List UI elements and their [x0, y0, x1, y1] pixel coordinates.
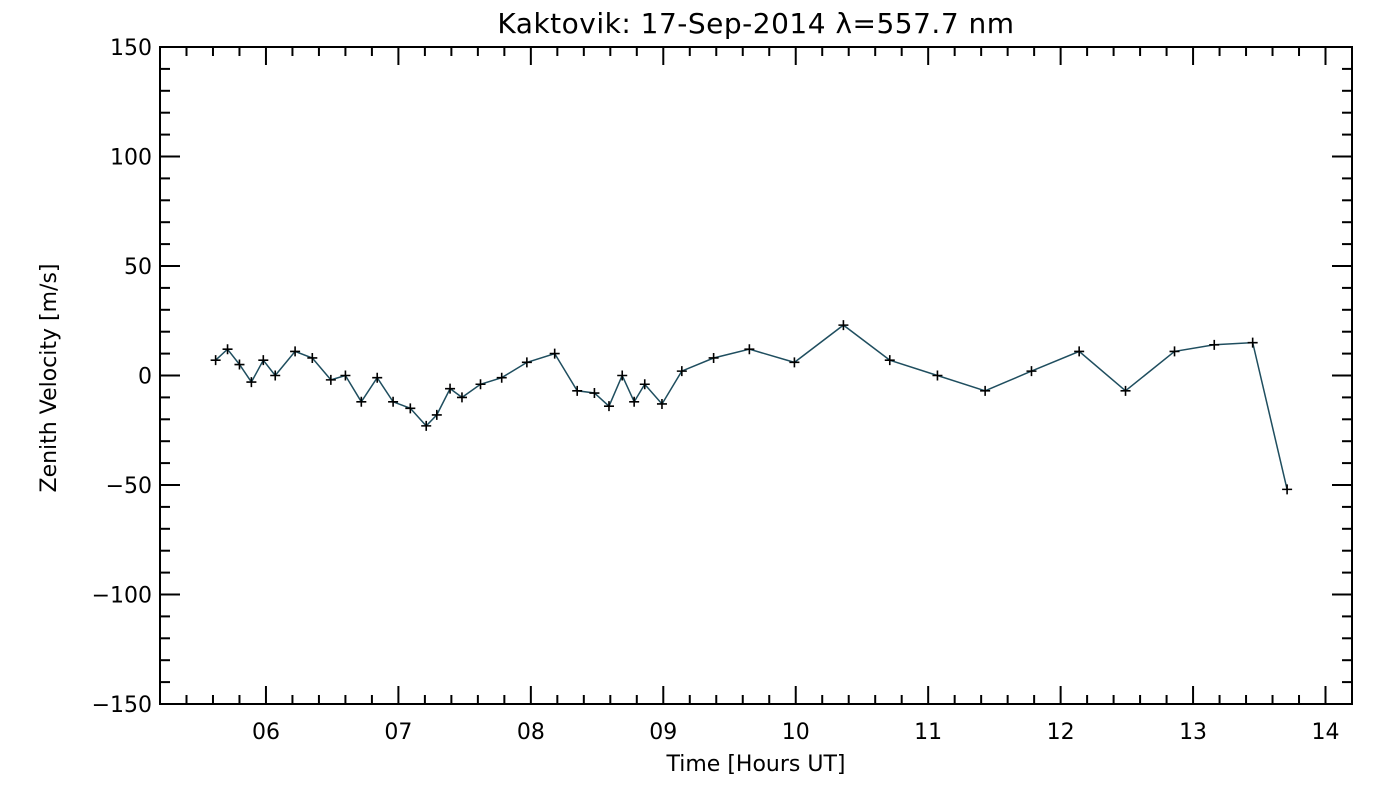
x-tick-label: 14	[1312, 720, 1340, 745]
data-point	[744, 344, 755, 355]
data-point	[1247, 337, 1258, 348]
data-point	[290, 346, 301, 357]
x-tick-label: 10	[782, 720, 810, 745]
x-tick-label: 12	[1047, 720, 1075, 745]
data-point	[475, 379, 486, 390]
y-tick-label: 150	[110, 36, 152, 61]
data-point	[1120, 385, 1131, 396]
data-point	[421, 420, 432, 431]
data-point	[572, 385, 583, 396]
data-point	[445, 383, 456, 394]
data-point	[210, 355, 221, 366]
data-point	[388, 396, 399, 407]
y-tick-label: 50	[124, 255, 152, 280]
y-tick-label: 0	[138, 365, 152, 390]
y-axis-label: Zenith Velocity [m/s]	[37, 264, 62, 493]
data-point	[340, 370, 351, 381]
y-tick-label: −50	[106, 474, 152, 499]
plot-area: 06 07 08 09 10 11 12 13 14 −150 −100 −50 0 50 100 150	[92, 36, 1353, 745]
data-point	[372, 372, 383, 383]
data-point	[838, 320, 849, 331]
y-tick-label: 100	[110, 146, 152, 171]
data-point	[325, 374, 336, 385]
data-point	[884, 355, 895, 366]
data-point	[639, 379, 650, 390]
data-point	[521, 357, 532, 368]
chart-title: Kaktovik: 17-Sep-2014 λ=557.7 nm	[497, 7, 1014, 40]
data-point	[456, 392, 467, 403]
data-point	[258, 355, 269, 366]
data-point	[1209, 339, 1220, 350]
data-point	[270, 370, 281, 381]
data-point	[676, 366, 687, 377]
data-point	[708, 352, 719, 363]
data-point	[932, 370, 943, 381]
x-tick-label: 08	[517, 720, 545, 745]
data-point	[222, 344, 233, 355]
data-point	[356, 396, 367, 407]
data-point	[980, 385, 991, 396]
data-point	[1074, 346, 1085, 357]
y-tick-label: −150	[92, 693, 152, 718]
data-point	[234, 359, 245, 370]
data-point	[629, 396, 640, 407]
data-point	[307, 352, 318, 363]
x-tick-label: 13	[1179, 720, 1207, 745]
data-point	[1282, 484, 1293, 495]
data-point	[656, 398, 667, 409]
plot-frame	[159, 46, 1353, 705]
data-point	[1169, 346, 1180, 357]
data-point	[789, 357, 800, 368]
x-tick-label: 09	[649, 720, 677, 745]
data-point	[617, 370, 628, 381]
x-tick-label: 06	[252, 720, 280, 745]
x-tick-label: 11	[914, 720, 942, 745]
series-line	[215, 324, 1288, 490]
data-point	[1026, 366, 1037, 377]
data-point	[431, 409, 442, 420]
data-point	[246, 377, 257, 388]
data-point	[603, 401, 614, 412]
x-axis-label: Time [Hours UT]	[666, 752, 846, 777]
data-point	[496, 372, 507, 383]
data-point	[589, 388, 600, 399]
data-point	[549, 348, 560, 359]
data-point	[405, 403, 416, 414]
x-tick-label: 07	[384, 720, 412, 745]
y-tick-label: −100	[92, 584, 152, 609]
